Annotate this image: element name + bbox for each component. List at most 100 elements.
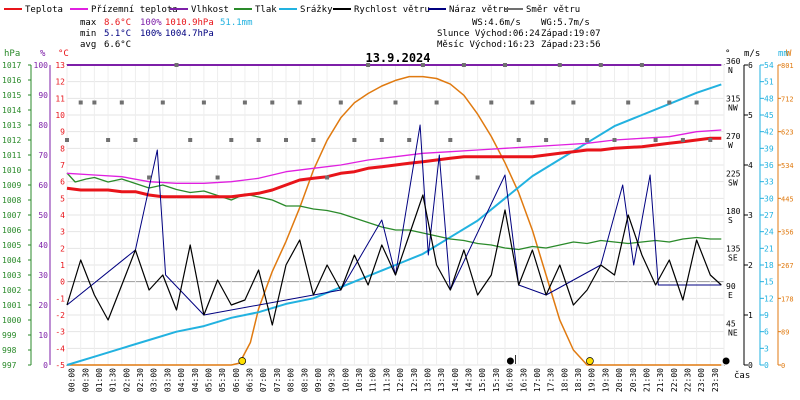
wind-dir-point bbox=[297, 100, 302, 105]
tick-label-rain: 21 bbox=[764, 244, 774, 253]
tick-label-rain: 51 bbox=[764, 78, 774, 87]
tick-label-percent: 100 bbox=[34, 61, 49, 70]
x-tick-label: 04:30 bbox=[191, 368, 200, 392]
tick-label-dir: 45 bbox=[726, 320, 736, 329]
x-tick-label: 20:30 bbox=[629, 368, 638, 392]
x-tick-label: 20:00 bbox=[615, 368, 624, 392]
tick-label-rain: 48 bbox=[764, 94, 774, 103]
wind-dir-point bbox=[612, 138, 617, 142]
x-axis-label: čas bbox=[734, 370, 750, 381]
x-tick-label: 06:30 bbox=[246, 368, 255, 392]
wind-dir-point bbox=[119, 100, 124, 105]
tick-label-temp: 8 bbox=[60, 144, 65, 153]
tick-label-temp: 7 bbox=[60, 161, 65, 170]
series-line-naraz bbox=[66, 124, 722, 316]
wind-dir-point bbox=[174, 63, 179, 67]
axis-label-temp: °C bbox=[58, 49, 69, 59]
stat-max-rain: 51.1mm bbox=[220, 18, 253, 28]
x-tick-label: 09:00 bbox=[314, 368, 323, 392]
tick-label-hpa: 1007 bbox=[2, 211, 21, 220]
tick-label-percent: 80 bbox=[38, 121, 48, 130]
x-tick-label: 22:30 bbox=[684, 368, 693, 392]
tick-label-rain: 0 bbox=[764, 361, 769, 370]
tick-label-percent: 50 bbox=[38, 211, 48, 220]
legend-label-prizemni: Přízemní teplota bbox=[91, 5, 178, 15]
tick-label-rain: 18 bbox=[764, 261, 774, 270]
tick-label-rain: 3 bbox=[764, 344, 769, 353]
tick-label-rain: 15 bbox=[764, 278, 774, 287]
tick-label-solar: 712 bbox=[781, 95, 794, 103]
axis-label-solar: W bbox=[786, 49, 792, 59]
wind-dir-point bbox=[544, 138, 549, 142]
axis-label-wind: m/s bbox=[744, 49, 760, 59]
legend: Teplota Přízemní teplota Vlhkost Tlak Sr… bbox=[4, 5, 580, 15]
moonset-marker bbox=[722, 357, 730, 365]
wind-dir-point bbox=[516, 138, 521, 142]
info-block: WS:4.6m/s WG:5.7m/s Slunce Východ:06:24 … bbox=[437, 18, 601, 50]
wind-dir-point bbox=[393, 100, 398, 105]
info-slunce: Slunce Východ:06:24 bbox=[437, 29, 540, 39]
wind-dir-point bbox=[461, 63, 466, 67]
wind-dir-point bbox=[229, 138, 234, 142]
tick-label-rain: 54 bbox=[764, 61, 774, 70]
x-tick-label: 01:00 bbox=[95, 368, 104, 392]
tick-label-cardinal: SE bbox=[728, 254, 738, 263]
tick-label-hpa: 1013 bbox=[2, 121, 21, 130]
wind-dir-point bbox=[352, 138, 357, 142]
tick-label-percent: 20 bbox=[38, 301, 48, 310]
tick-label-cardinal: NW bbox=[728, 104, 738, 113]
wind-dir-point bbox=[489, 100, 494, 105]
wind-dir-point bbox=[448, 138, 453, 142]
stat-avg-temp: 6.6°C bbox=[104, 40, 131, 50]
tick-label-dir: 270 bbox=[726, 132, 741, 141]
wind-dir-point bbox=[256, 138, 261, 142]
tick-label-wind: 4 bbox=[748, 161, 753, 170]
x-axis: 00:00 00:30 01:00 01:30 02:00 02:30 03:00 03:30… bbox=[68, 368, 720, 392]
wind-dir-point bbox=[106, 138, 111, 142]
x-tick-label: 09:30 bbox=[328, 368, 337, 392]
x-tick-label: 02:30 bbox=[136, 368, 145, 392]
chart-title: 13.9.2024 bbox=[365, 51, 430, 65]
x-tick-label: 21:00 bbox=[642, 368, 651, 392]
tick-label-temp: 13 bbox=[55, 61, 65, 70]
right-axes: 360N315NW270W225SW180S135SE90E45NE012345… bbox=[726, 57, 794, 370]
tick-label-hpa: 1009 bbox=[2, 181, 21, 190]
x-tick-label: 21:30 bbox=[656, 368, 665, 392]
wind-dir-point bbox=[694, 100, 699, 105]
tick-label-temp: -4 bbox=[55, 344, 65, 353]
sunset-marker bbox=[586, 357, 594, 365]
x-tick-label: 02:00 bbox=[122, 368, 131, 392]
x-tick-label: 16:00 bbox=[506, 368, 515, 392]
wind-dir-point bbox=[201, 100, 206, 105]
tick-label-cardinal: N bbox=[728, 66, 733, 75]
axis-label-dir: ° bbox=[725, 49, 730, 59]
x-tick-label: 11:30 bbox=[382, 368, 391, 392]
info-ws: WS:4.6m/s bbox=[472, 18, 521, 28]
legend-label-vlhkost: Vlhkost bbox=[191, 5, 229, 15]
tick-label-temp: 9 bbox=[60, 128, 65, 137]
tick-label-percent: 60 bbox=[38, 181, 48, 190]
info-slunce-zapad: Západ:19:07 bbox=[541, 29, 601, 39]
axis-label-percent: % bbox=[40, 49, 46, 59]
info-mesic: Měsíc Východ:16:23 bbox=[437, 40, 535, 50]
tick-label-dir: 135 bbox=[726, 245, 741, 254]
tick-label-rain: 12 bbox=[764, 294, 774, 303]
tick-label-hpa: 1001 bbox=[2, 301, 21, 310]
wind-dir-point bbox=[366, 63, 371, 67]
x-tick-label: 05:30 bbox=[218, 368, 227, 392]
tick-label-temp: -5 bbox=[55, 361, 65, 370]
x-tick-label: 14:00 bbox=[451, 368, 460, 392]
wind-dir-point bbox=[65, 138, 69, 142]
wind-dir-point bbox=[92, 100, 97, 105]
x-tick-label: 00:00 bbox=[68, 368, 77, 392]
tick-label-temp: -3 bbox=[55, 328, 65, 337]
tick-label-hpa: 1005 bbox=[2, 241, 21, 250]
wind-dir-point bbox=[338, 100, 343, 105]
wind-dir-point bbox=[284, 138, 288, 142]
tick-label-hpa: 1002 bbox=[2, 286, 21, 295]
tick-label-temp: 2 bbox=[60, 244, 65, 253]
tick-label-wind: 0 bbox=[748, 361, 753, 370]
wind-dir-point bbox=[667, 100, 672, 105]
